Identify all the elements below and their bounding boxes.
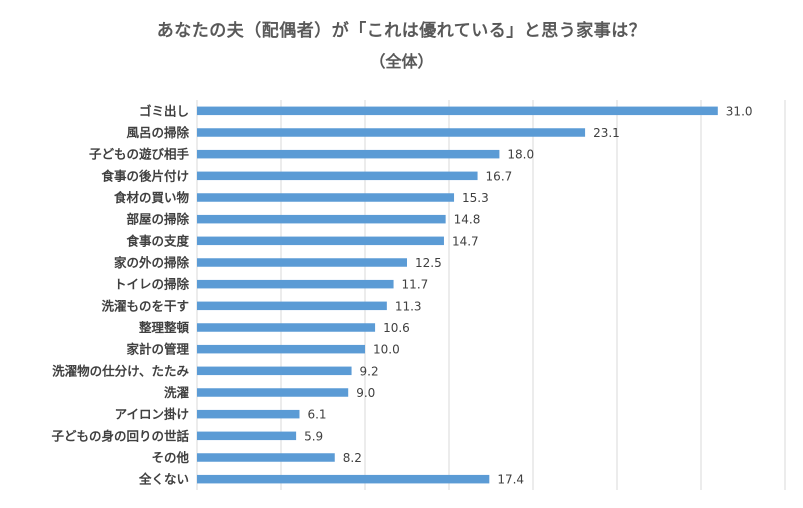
data-label: 11.3 [395, 299, 422, 313]
data-label: 14.7 [452, 234, 479, 248]
category-label: 子どもの身の回りの世話 [51, 428, 189, 443]
category-label: 部屋の掃除 [126, 212, 189, 227]
category-label: 風呂の掃除 [126, 125, 189, 140]
bars [197, 106, 718, 484]
category-label: 子どもの遊び相手 [89, 147, 190, 162]
category-labels: ゴミ出し風呂の掃除子どもの遊び相手食事の後片付け食材の買い物部屋の掃除食事の支度… [51, 103, 189, 486]
data-label: 23.1 [593, 126, 620, 140]
chart-title: あなたの夫（配偶者）が「これは優れている」と思う家事は？ [156, 21, 647, 41]
category-label: 家の外の掃除 [114, 255, 190, 270]
data-label: 16.7 [486, 169, 513, 183]
category-label: 整理整頓 [139, 320, 190, 335]
bar [197, 453, 335, 462]
data-label: 14.8 [454, 213, 481, 227]
category-label: 家計の管理 [126, 342, 189, 357]
category-label: 食材の買い物 [113, 190, 190, 205]
chart-subtitle: （全体） [369, 52, 434, 71]
bar [197, 474, 490, 484]
bar [197, 193, 455, 202]
data-label: 15.3 [462, 191, 489, 205]
data-label: 9.0 [356, 386, 375, 400]
bar [197, 301, 387, 311]
data-label: 12.5 [415, 256, 442, 270]
category-label: 洗濯物の仕分け、たたみ [52, 363, 189, 378]
data-label: 9.2 [360, 364, 379, 378]
data-label: 18.0 [507, 148, 534, 162]
category-label: その他 [151, 450, 189, 465]
category-label: 食事の支度 [125, 233, 189, 248]
gridlines [196, 100, 786, 490]
bar [197, 279, 394, 289]
bar [197, 149, 500, 159]
bar [197, 106, 718, 116]
data-label: 17.4 [497, 473, 524, 487]
bar [197, 344, 365, 354]
data-label: 10.6 [383, 321, 410, 335]
data-label: 8.2 [343, 451, 362, 465]
data-label: 11.7 [402, 278, 429, 292]
bar [197, 388, 349, 397]
category-label: 洗濯ものを干す [101, 298, 189, 313]
bar [197, 171, 478, 181]
category-label: 全くない [138, 472, 189, 487]
bar [197, 236, 444, 246]
data-label: 31.0 [726, 104, 753, 118]
data-label: 10.0 [373, 343, 400, 357]
bar [197, 431, 297, 441]
category-label: 食事の後片付け [100, 168, 189, 183]
value-labels: 31.0 23.1 18.0 16.7 15.3 14.8 14.7 12.5 11.7 11.3… [304, 104, 752, 486]
bar [197, 258, 407, 267]
bar [197, 323, 376, 332]
bar [197, 409, 300, 419]
bar [197, 128, 586, 137]
category-label: 洗濯 [164, 385, 190, 400]
data-label: 6.1 [307, 408, 326, 422]
category-label: アイロン掛け [115, 407, 189, 422]
category-label: トイレの掃除 [114, 277, 190, 292]
bar [197, 214, 446, 224]
data-label: 5.9 [304, 429, 323, 443]
bar [197, 366, 352, 376]
category-label: ゴミ出し [139, 103, 189, 118]
